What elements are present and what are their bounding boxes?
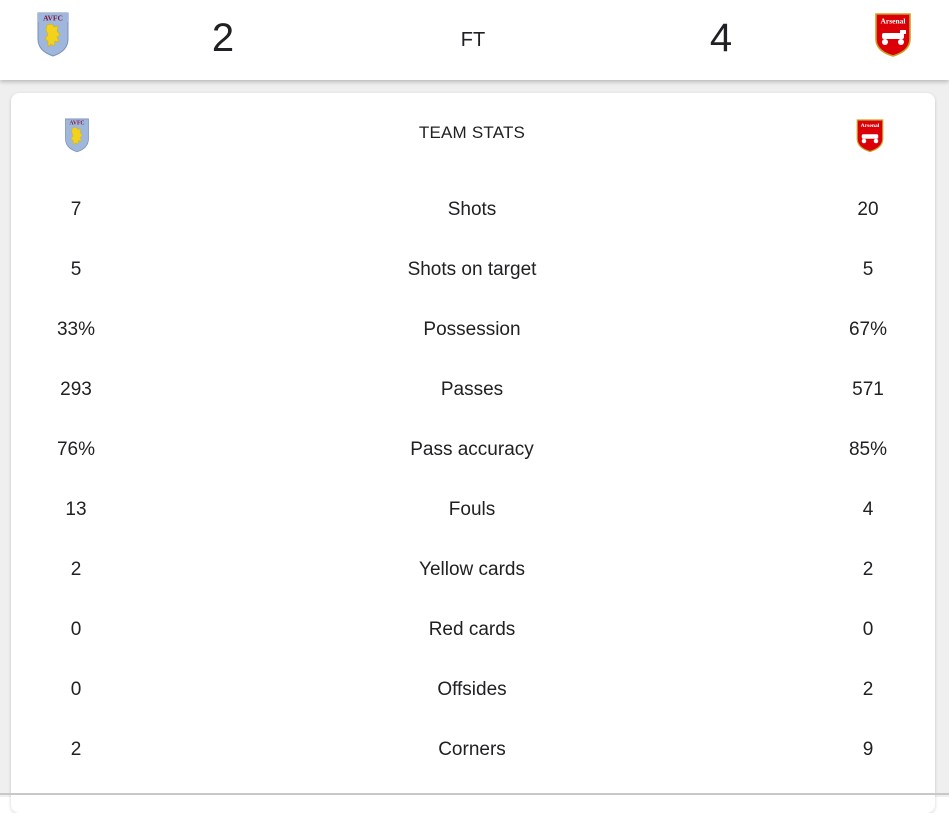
- crest-text: Arsenal: [861, 123, 880, 129]
- home-stat-value: 2: [70, 559, 82, 580]
- stat-label: Passes: [440, 379, 504, 400]
- stat-label: Yellow cards: [419, 559, 525, 580]
- match-status: FT: [460, 29, 486, 51]
- stat-label: Possession: [423, 319, 521, 340]
- away-stat-value: 2: [862, 679, 874, 700]
- stat-label: Pass accuracy: [410, 439, 534, 460]
- home-stat-value: 76%: [56, 439, 96, 460]
- home-stat-value: 13: [65, 499, 87, 520]
- away-stat-value: 20: [857, 199, 879, 220]
- away-stat-value: 2: [862, 559, 874, 580]
- team-stats-title: TEAM STATS: [418, 123, 526, 142]
- stat-row-passes: 293 Passes 571: [11, 361, 935, 421]
- aston-villa-crest-icon: AVFC: [64, 117, 90, 153]
- bottom-divider: [0, 793, 949, 795]
- home-score: 2: [211, 16, 235, 60]
- away-stat-value: 9: [862, 739, 874, 760]
- away-stat-value: 4: [862, 499, 874, 520]
- stat-row-possession: 33% Possession 67%: [11, 301, 935, 361]
- team-stats-header: AVFC TEAM STATS Arsenal: [11, 93, 935, 175]
- stat-row-pass-accuracy: 76% Pass accuracy 85%: [11, 421, 935, 481]
- stat-row-offsides: 0 Offsides 2: [11, 661, 935, 721]
- arsenal-crest-icon: Arsenal: [855, 117, 884, 153]
- stat-label: Offsides: [437, 679, 507, 700]
- stat-row-red-cards: 0 Red cards 0: [11, 601, 935, 661]
- stat-row-shots-on-target: 5 Shots on target 5: [11, 241, 935, 301]
- home-stat-value: 7: [70, 199, 82, 220]
- away-stat-value: 0: [862, 619, 874, 640]
- home-stat-value: 33%: [56, 319, 96, 340]
- stat-label: Fouls: [448, 499, 496, 520]
- stat-row-fouls: 13 Fouls 4: [11, 481, 935, 541]
- stat-label: Shots: [447, 199, 497, 220]
- stat-row-corners: 2 Corners 9: [11, 721, 935, 781]
- score-header: AVFC 2 FT 4 Arsenal: [0, 0, 949, 80]
- away-stat-value: 67%: [848, 319, 888, 340]
- away-stat-value: 85%: [848, 439, 888, 460]
- stat-row-shots: 7 Shots 20: [11, 181, 935, 241]
- arsenal-crest-icon[interactable]: Arsenal: [873, 11, 911, 57]
- crest-text: AVFC: [69, 121, 84, 127]
- crest-text: AVFC: [43, 14, 63, 23]
- stat-label: Shots on target: [407, 259, 537, 280]
- away-stat-value: 5: [862, 259, 874, 280]
- home-stat-value: 2: [70, 739, 82, 760]
- home-stat-value: 293: [60, 379, 92, 400]
- aston-villa-crest-icon[interactable]: AVFC: [36, 11, 70, 57]
- team-stats-card: AVFC TEAM STATS Arsenal 7 Shots 20 5 Sho…: [11, 93, 935, 813]
- stat-label: Red cards: [428, 619, 516, 640]
- crest-text: Arsenal: [881, 17, 906, 26]
- home-stat-value: 0: [70, 679, 82, 700]
- away-score: 4: [709, 16, 733, 60]
- stat-label: Corners: [438, 739, 506, 760]
- home-stat-value: 0: [70, 619, 82, 640]
- stat-row-yellow-cards: 2 Yellow cards 2: [11, 541, 935, 601]
- away-stat-value: 571: [852, 379, 884, 400]
- home-stat-value: 5: [70, 259, 82, 280]
